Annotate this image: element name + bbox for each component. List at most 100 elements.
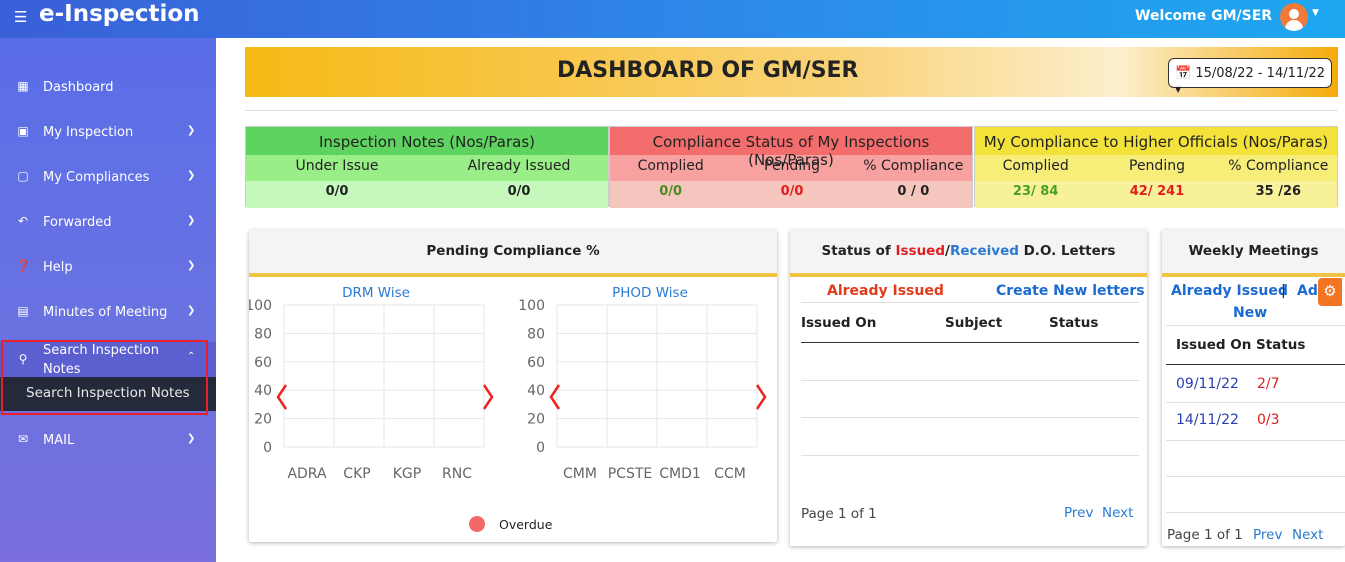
stat-col-label: Pending bbox=[764, 158, 820, 174]
highlight-box bbox=[1, 340, 208, 415]
page-info: Page 1 of 1 bbox=[801, 506, 877, 522]
calendar-icon: 📅 bbox=[1175, 66, 1192, 81]
sidebar-item-help[interactable]: ❓ Help ❯ bbox=[16, 259, 196, 275]
chevron-left-icon bbox=[276, 384, 288, 410]
welcome-text: Welcome GM/SER bbox=[1135, 8, 1273, 24]
prev-link[interactable]: Prev bbox=[1253, 527, 1283, 543]
stat-col-label: Complied bbox=[1002, 158, 1069, 174]
stat-value: 0/0 bbox=[659, 184, 683, 199]
chevron-up-icon: ⌃ bbox=[187, 351, 196, 362]
stat-compliance-status: Compliance Status of My Inspections (Nos… bbox=[609, 126, 973, 208]
next-link[interactable]: Next bbox=[1102, 505, 1134, 521]
chevron-down-icon: ❯ bbox=[187, 260, 196, 271]
tab-already-issued[interactable]: Already Issued bbox=[827, 283, 944, 299]
stat-head-bg bbox=[610, 155, 972, 181]
hamburger-icon[interactable]: ☰ bbox=[14, 8, 28, 26]
mail-icon: ✉ bbox=[17, 432, 29, 446]
tab-already-issued[interactable]: Already Issued bbox=[1171, 283, 1288, 299]
sidebar-item-search-inspection-notes[interactable]: ⚲ Search Inspection Notes ⌃ bbox=[0, 342, 216, 377]
stat-value: 23/ 84 bbox=[1012, 184, 1059, 199]
pending-compliance-card: Pending Compliance % DRM Wise 100 80 60 40 20… bbox=[249, 230, 777, 542]
sidebar-subitem-search-inspection-notes[interactable]: Search Inspection Notes bbox=[0, 377, 216, 411]
stat-col-label: Pending bbox=[1129, 158, 1185, 174]
table-row bbox=[801, 455, 1139, 456]
y-tick-label: 20 bbox=[254, 412, 272, 428]
chart-title: DRM Wise bbox=[342, 285, 410, 301]
y-tick-label: 20 bbox=[527, 412, 545, 428]
page-title: DASHBOARD OF GM/SER bbox=[557, 58, 859, 83]
stat-title: Inspection Notes (Nos/Paras) bbox=[246, 127, 608, 155]
caret-down-icon[interactable]: ▼ bbox=[1312, 8, 1319, 18]
table-row bbox=[1166, 476, 1345, 477]
stat-col-label: % Compliance bbox=[1228, 158, 1329, 174]
card-title: Status of Issued/Received D.O. Letters bbox=[790, 230, 1147, 277]
meeting-status: 0/3 bbox=[1257, 412, 1280, 428]
stat-value: 0/0 bbox=[507, 184, 531, 199]
table-header-line bbox=[801, 342, 1139, 343]
tab-add-new-cont[interactable]: New bbox=[1233, 305, 1268, 321]
chevron-left-icon bbox=[549, 384, 561, 410]
table-header-line bbox=[1166, 364, 1345, 365]
x-tick-label: CMD1 bbox=[659, 466, 701, 482]
tab-create-new-letters[interactable]: Create New letters bbox=[996, 283, 1145, 299]
stat-value-bg bbox=[246, 181, 608, 208]
y-tick-label: 100 bbox=[249, 298, 272, 314]
y-tick-label: 60 bbox=[527, 355, 545, 371]
y-tick-label: 0 bbox=[536, 440, 545, 456]
card-title: Weekly Meetings bbox=[1162, 230, 1345, 277]
stat-value: 0/0 bbox=[780, 184, 804, 199]
legend-marker bbox=[469, 516, 485, 532]
col-status: Status bbox=[1049, 315, 1099, 331]
stat-value: 0 / 0 bbox=[897, 184, 930, 199]
user-icon[interactable] bbox=[1280, 3, 1308, 31]
stat-value-bg bbox=[610, 181, 972, 208]
stat-title: My Compliance to Higher Officials (Nos/P… bbox=[975, 127, 1337, 155]
meeting-date[interactable]: 14/11/22 bbox=[1176, 412, 1239, 428]
dashboard-banner: DASHBOARD OF GM/SER 📅 15/08/22 - 14/11/2… bbox=[245, 47, 1338, 97]
do-letters-card: Status of Issued/Received D.O. Letters A… bbox=[790, 230, 1147, 546]
table-row bbox=[1166, 402, 1345, 403]
meeting-date[interactable]: 09/11/22 bbox=[1176, 376, 1239, 392]
col-status: Status bbox=[1256, 337, 1306, 353]
clipboard-icon: ▣ bbox=[17, 124, 29, 138]
chevron-right-icon bbox=[755, 384, 767, 410]
sidebar: Search Inspection Notes ▦ Dashboard ▣ My… bbox=[0, 38, 216, 562]
sidebar-item-forwarded[interactable]: ↶ Forwarded ❯ bbox=[17, 214, 196, 230]
divider bbox=[1166, 325, 1345, 326]
tab-separator: | bbox=[1281, 283, 1286, 299]
sidebar-item-dashboard[interactable]: ▦ Dashboard bbox=[17, 79, 114, 95]
stat-title: Compliance Status of My Inspections (Nos… bbox=[610, 127, 972, 169]
table-row bbox=[1166, 440, 1345, 441]
col-issued-on: Issued On bbox=[1176, 337, 1252, 353]
y-tick-label: 80 bbox=[527, 326, 545, 342]
x-tick-label: PCSTE bbox=[608, 466, 653, 482]
sidebar-item-my-inspection[interactable]: ▣ My Inspection ❯ bbox=[17, 124, 196, 140]
table-row bbox=[801, 380, 1139, 381]
caret-down-icon: ▼ bbox=[1175, 85, 1182, 94]
date-range-value: 15/08/22 - 14/11/22 bbox=[1195, 66, 1326, 81]
gear-icon[interactable]: ⚙ bbox=[1318, 278, 1342, 306]
table-row bbox=[1166, 512, 1345, 513]
sidebar-active-bg bbox=[0, 342, 216, 377]
top-navbar: ☰ e-Inspection Welcome GM/SER ▼ bbox=[0, 0, 1345, 38]
date-range-picker[interactable]: 📅 15/08/22 - 14/11/22 ▼ bbox=[1168, 58, 1332, 94]
prev-link[interactable]: Prev bbox=[1064, 505, 1094, 521]
col-subject: Subject bbox=[945, 315, 1003, 331]
y-tick-label: 40 bbox=[527, 383, 545, 399]
sidebar-item-minutes-of-meeting[interactable]: ▤ Minutes of Meeting ❯ bbox=[17, 304, 196, 320]
next-link[interactable]: Next bbox=[1292, 527, 1324, 543]
stat-head-bg bbox=[246, 155, 608, 181]
card-title: Pending Compliance % bbox=[249, 230, 777, 277]
stat-value: 42/ 241 bbox=[1129, 184, 1185, 199]
stat-value: 35 /26 bbox=[1255, 184, 1302, 199]
chevron-down-icon: ❯ bbox=[187, 215, 196, 226]
notebook-icon: ▢ bbox=[17, 169, 29, 183]
meeting-status: 2/7 bbox=[1257, 376, 1280, 392]
reply-icon: ↶ bbox=[17, 214, 29, 228]
sidebar-item-my-compliances[interactable]: ▢ My Compliances ❯ bbox=[17, 169, 196, 185]
sidebar-item-mail[interactable]: ✉ MAIL ❯ bbox=[17, 432, 196, 448]
y-tick-label: 40 bbox=[254, 383, 272, 399]
stat-inspection-notes: Inspection Notes (Nos/Paras) Under Issue 0… bbox=[245, 126, 609, 208]
grid-icon: ▦ bbox=[17, 79, 29, 93]
brand-logo[interactable]: e-Inspection bbox=[39, 1, 200, 27]
